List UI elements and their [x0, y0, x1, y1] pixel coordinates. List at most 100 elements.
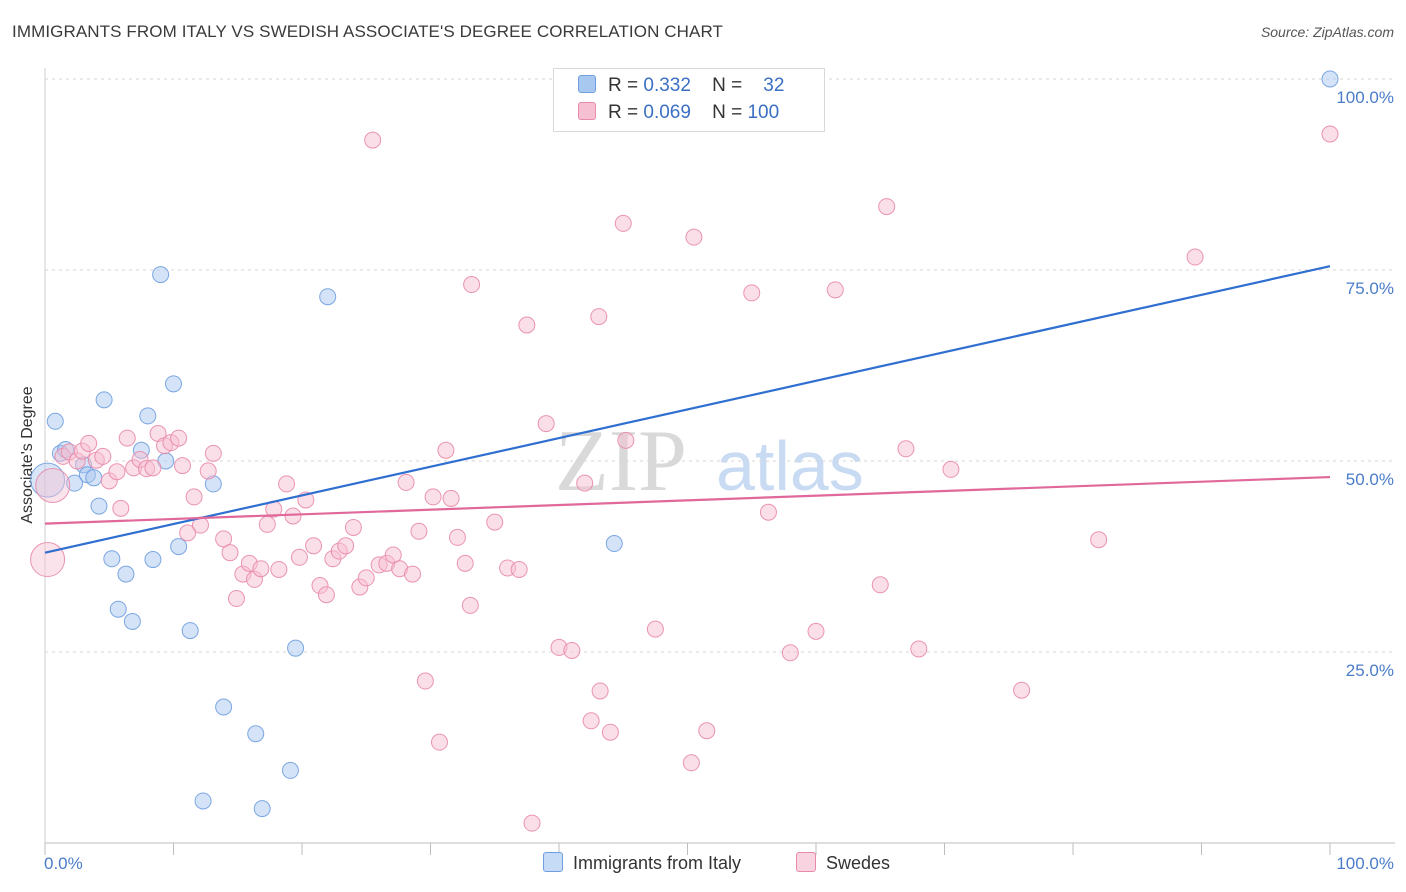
swedes-point — [144, 459, 162, 477]
italy-point — [605, 535, 623, 553]
swedes-point — [591, 682, 609, 700]
swedes-point — [252, 560, 270, 578]
legend-r-label: R = — [608, 102, 639, 123]
swedes-point — [344, 518, 362, 536]
swedes-point — [685, 228, 703, 246]
swedes-point — [410, 522, 428, 540]
x-tick-label: 100.0% — [1336, 854, 1394, 873]
swedes-point — [108, 463, 126, 481]
swedes-point — [337, 537, 355, 555]
swedes-point — [416, 672, 434, 690]
swedes-point — [364, 131, 382, 149]
swedes-point — [35, 467, 71, 503]
swedes-point — [807, 622, 825, 640]
swedes-point — [518, 316, 536, 334]
swedes-point — [437, 441, 455, 459]
swedes-point — [199, 462, 217, 480]
legend-n-label: N = — [712, 75, 743, 96]
swedes-point — [463, 276, 481, 294]
swedes-point — [442, 489, 460, 507]
legend-n-value: 32 — [763, 75, 785, 96]
swedes-point — [461, 596, 479, 614]
italy-point — [181, 622, 199, 640]
swedes-point — [897, 440, 915, 458]
swedes-point — [112, 499, 130, 517]
swedes-point — [215, 530, 233, 548]
swedes-point — [1090, 531, 1108, 549]
italy-point — [194, 792, 212, 810]
swedes-point — [698, 722, 716, 740]
swedes-point — [357, 569, 375, 587]
italy-point — [139, 407, 157, 425]
italy-point — [85, 469, 103, 487]
swedes-point — [781, 644, 799, 662]
swedes-point — [617, 431, 635, 449]
swedes-point — [614, 214, 632, 232]
italy-point — [144, 551, 162, 569]
swedes-point — [682, 754, 700, 772]
swedes-point — [204, 444, 222, 462]
legend-r-label: R = — [608, 75, 639, 96]
bottom-legend-label-italy: Immigrants from Italy — [573, 853, 742, 873]
swedes-point — [826, 281, 844, 299]
legend-r-value: 0.332 — [643, 75, 691, 96]
swedes-point — [30, 542, 66, 578]
italy-point — [287, 639, 305, 657]
swedes-point — [397, 473, 415, 491]
swedes-point — [871, 576, 889, 594]
swedes-point — [424, 488, 442, 506]
bottom-legend-swedes[interactable]: Swedes — [796, 852, 890, 874]
swedes-point — [486, 513, 504, 531]
swedes-point — [942, 460, 960, 478]
italy-point — [319, 288, 337, 306]
legend-swatch-italy — [578, 75, 596, 93]
swedes-point — [290, 548, 308, 566]
italy-point — [103, 550, 121, 568]
italy-point — [247, 725, 265, 743]
italy-point — [123, 612, 141, 630]
legend-n-label: N = — [712, 102, 743, 123]
swedes-point — [305, 537, 323, 555]
swedes-point — [563, 641, 581, 659]
swedes-point — [910, 640, 928, 658]
swedes-point — [430, 733, 448, 751]
swedes-point — [185, 488, 203, 506]
swedes-point — [227, 590, 245, 608]
swedes-point — [404, 565, 422, 583]
italy-point — [170, 538, 188, 556]
swedes-trend-line — [44, 475, 1331, 525]
italy-point — [117, 565, 135, 583]
legend-swatch-swedes — [578, 102, 596, 120]
swedes-point — [646, 620, 664, 638]
swedes-point — [173, 457, 191, 475]
bottom-legend-italy[interactable]: Immigrants from Italy — [543, 852, 741, 874]
italy-point — [95, 391, 113, 409]
swedes-point — [523, 814, 541, 832]
swedes-point — [576, 474, 594, 492]
swedes-point — [94, 447, 112, 465]
swedes-point — [510, 560, 528, 578]
italy-point — [281, 761, 299, 779]
swedes-point — [448, 528, 466, 546]
swedes-point — [601, 723, 619, 741]
y-tick-label: 100.0% — [1336, 88, 1394, 107]
italy-point — [152, 266, 170, 284]
watermark-atlas: atlas — [716, 427, 864, 505]
correlation-legend: R = 0.332 N = 32 R = 0.069 N = 100 — [553, 68, 825, 132]
italy-point — [66, 474, 84, 492]
swedes-point — [759, 503, 777, 521]
swedes-point — [80, 434, 98, 452]
italy-point — [46, 412, 64, 430]
swedes-point — [258, 515, 276, 533]
y-tick-label: 75.0% — [1346, 279, 1394, 298]
italy-point — [90, 497, 108, 515]
swedes-point — [284, 507, 302, 525]
swedes-point — [1013, 681, 1031, 699]
italy-point — [30, 462, 66, 498]
swedes-point — [170, 429, 188, 447]
source-label: Source: ZipAtlas.com — [1260, 24, 1394, 40]
italy-point — [215, 698, 233, 716]
swedes-point — [743, 284, 761, 302]
chart-title: IMMIGRANTS FROM ITALY VS SWEDISH ASSOCIA… — [12, 22, 724, 41]
italy-point — [1321, 70, 1339, 88]
